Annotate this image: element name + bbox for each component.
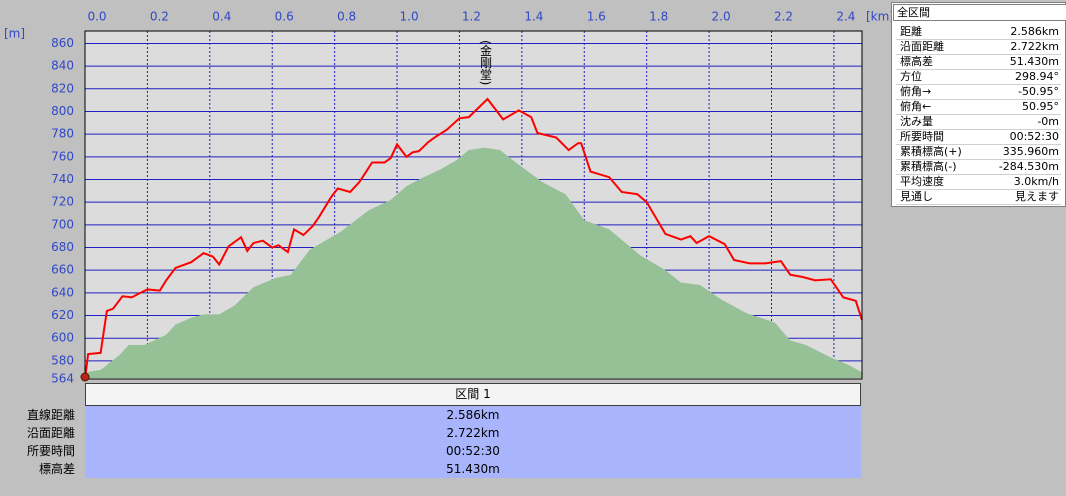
- x-tick-label: 2.0: [712, 10, 731, 24]
- x-tick-label: 0.4: [212, 10, 231, 24]
- summary-value: 3.0km/h: [1013, 175, 1059, 188]
- row-divider: [896, 129, 1061, 130]
- route-line: [84, 97, 863, 380]
- summary-value: -50.95°: [1018, 85, 1059, 98]
- section-body: [85, 406, 861, 478]
- summary-label: 沈み量: [900, 115, 933, 128]
- x-tick-label: 0.2: [150, 10, 169, 24]
- summary-label: 累積標高(+): [900, 145, 962, 158]
- y-tick-label: 840: [51, 59, 74, 73]
- y-tick-label: 600: [51, 331, 74, 345]
- summary-value: 00:52:30: [1009, 130, 1059, 143]
- summary-value: 298.94°: [1015, 70, 1059, 83]
- summary-label: 距離: [900, 25, 922, 38]
- summary-label: 俯角→: [900, 85, 932, 98]
- summary-value: 51.430m: [1009, 55, 1059, 68]
- y-tick-label: 620: [51, 308, 74, 322]
- y-tick-label: 860: [51, 36, 74, 50]
- section-value: 2.586km: [446, 408, 500, 422]
- summary-label: 標高差: [900, 55, 933, 68]
- y-tick-label: 640: [51, 285, 74, 299]
- y-tick-label: 820: [51, 81, 74, 95]
- row-divider: [896, 99, 1061, 100]
- summary-label: 見通し: [900, 190, 933, 203]
- y-tick-label: 740: [51, 172, 74, 186]
- y-tick-label: 580: [51, 353, 74, 367]
- x-tick-label: 1.6: [587, 10, 606, 24]
- row-divider: [896, 204, 1061, 205]
- section-label: 標高差: [38, 462, 75, 476]
- section-value: 51.430m: [446, 462, 500, 476]
- summary-label: 俯角←: [900, 100, 932, 113]
- y-tick-label: 800: [51, 104, 74, 118]
- row-divider: [896, 114, 1061, 115]
- row-divider: [896, 54, 1061, 55]
- section-label: 直線距離: [26, 408, 75, 422]
- row-divider: [896, 174, 1061, 175]
- y-tick-label: 780: [51, 127, 74, 141]
- section-header: 区間 1: [85, 383, 861, 406]
- x-tick-label: 1.4: [524, 10, 543, 24]
- section-value: 00:52:30: [446, 444, 500, 458]
- summary-value: 2.586km: [1010, 25, 1059, 38]
- x-axis-label: [km]: [866, 10, 894, 24]
- row-divider: [896, 69, 1061, 70]
- section-value: 2.722km: [446, 426, 500, 440]
- summary-value: 見えます: [1015, 190, 1059, 203]
- section-label: 沿面距離: [26, 426, 75, 440]
- summary-label: 平均速度: [900, 175, 944, 188]
- terrain-area: [85, 147, 862, 378]
- plot-border: [84, 30, 863, 380]
- y-axis-label: [m]: [4, 27, 25, 41]
- x-tick-label: 0.6: [275, 10, 294, 24]
- x-tick-label: 2.4: [836, 10, 855, 24]
- summary-label: 累積標高(-): [900, 160, 957, 173]
- x-tick-label: 1.8: [649, 10, 668, 24]
- summary-value: 2.722km: [1010, 40, 1059, 53]
- summary-value: 50.95°: [1022, 100, 1059, 113]
- section-label: 所要時間: [26, 444, 75, 458]
- y-tick-label: 720: [51, 195, 74, 209]
- row-divider: [896, 39, 1061, 40]
- section-table: 区間 1 2.586km 2.722km 00:52:30 51.430m: [85, 383, 861, 478]
- y-tick-label: 660: [51, 263, 74, 277]
- summary-label: 所要時間: [900, 130, 944, 143]
- x-tick-label: 1.0: [400, 10, 419, 24]
- x-tick-label: 0.8: [337, 10, 356, 24]
- y-tick-label: 700: [51, 217, 74, 231]
- row-divider: [896, 159, 1061, 160]
- row-divider: [896, 144, 1061, 145]
- summary-label: 沿面距離: [900, 40, 944, 53]
- summary-panel: 全区間距離 2.586km 沿面距離 2.722km 標高差 51.430m 方位 298.9…: [891, 2, 1066, 207]
- y-tick-label: 760: [51, 149, 74, 163]
- x-tick-label: 0.0: [87, 10, 106, 24]
- y-tick-label: 680: [51, 240, 74, 254]
- row-divider: [896, 189, 1061, 190]
- row-divider: [896, 84, 1061, 85]
- summary-title: 全区間: [893, 4, 1066, 21]
- summary-value: -0m: [1037, 115, 1059, 128]
- x-tick-label: 2.2: [774, 10, 793, 24]
- x-tick-label: 1.2: [462, 10, 481, 24]
- summary-label: 方位: [900, 70, 922, 83]
- summary-value: 335.960m: [1002, 145, 1059, 158]
- annotation: (金剛堂): [479, 40, 493, 85]
- y-tick-label: 564: [51, 372, 74, 386]
- start-marker: [80, 372, 90, 382]
- summary-value: -284.530m: [998, 160, 1059, 173]
